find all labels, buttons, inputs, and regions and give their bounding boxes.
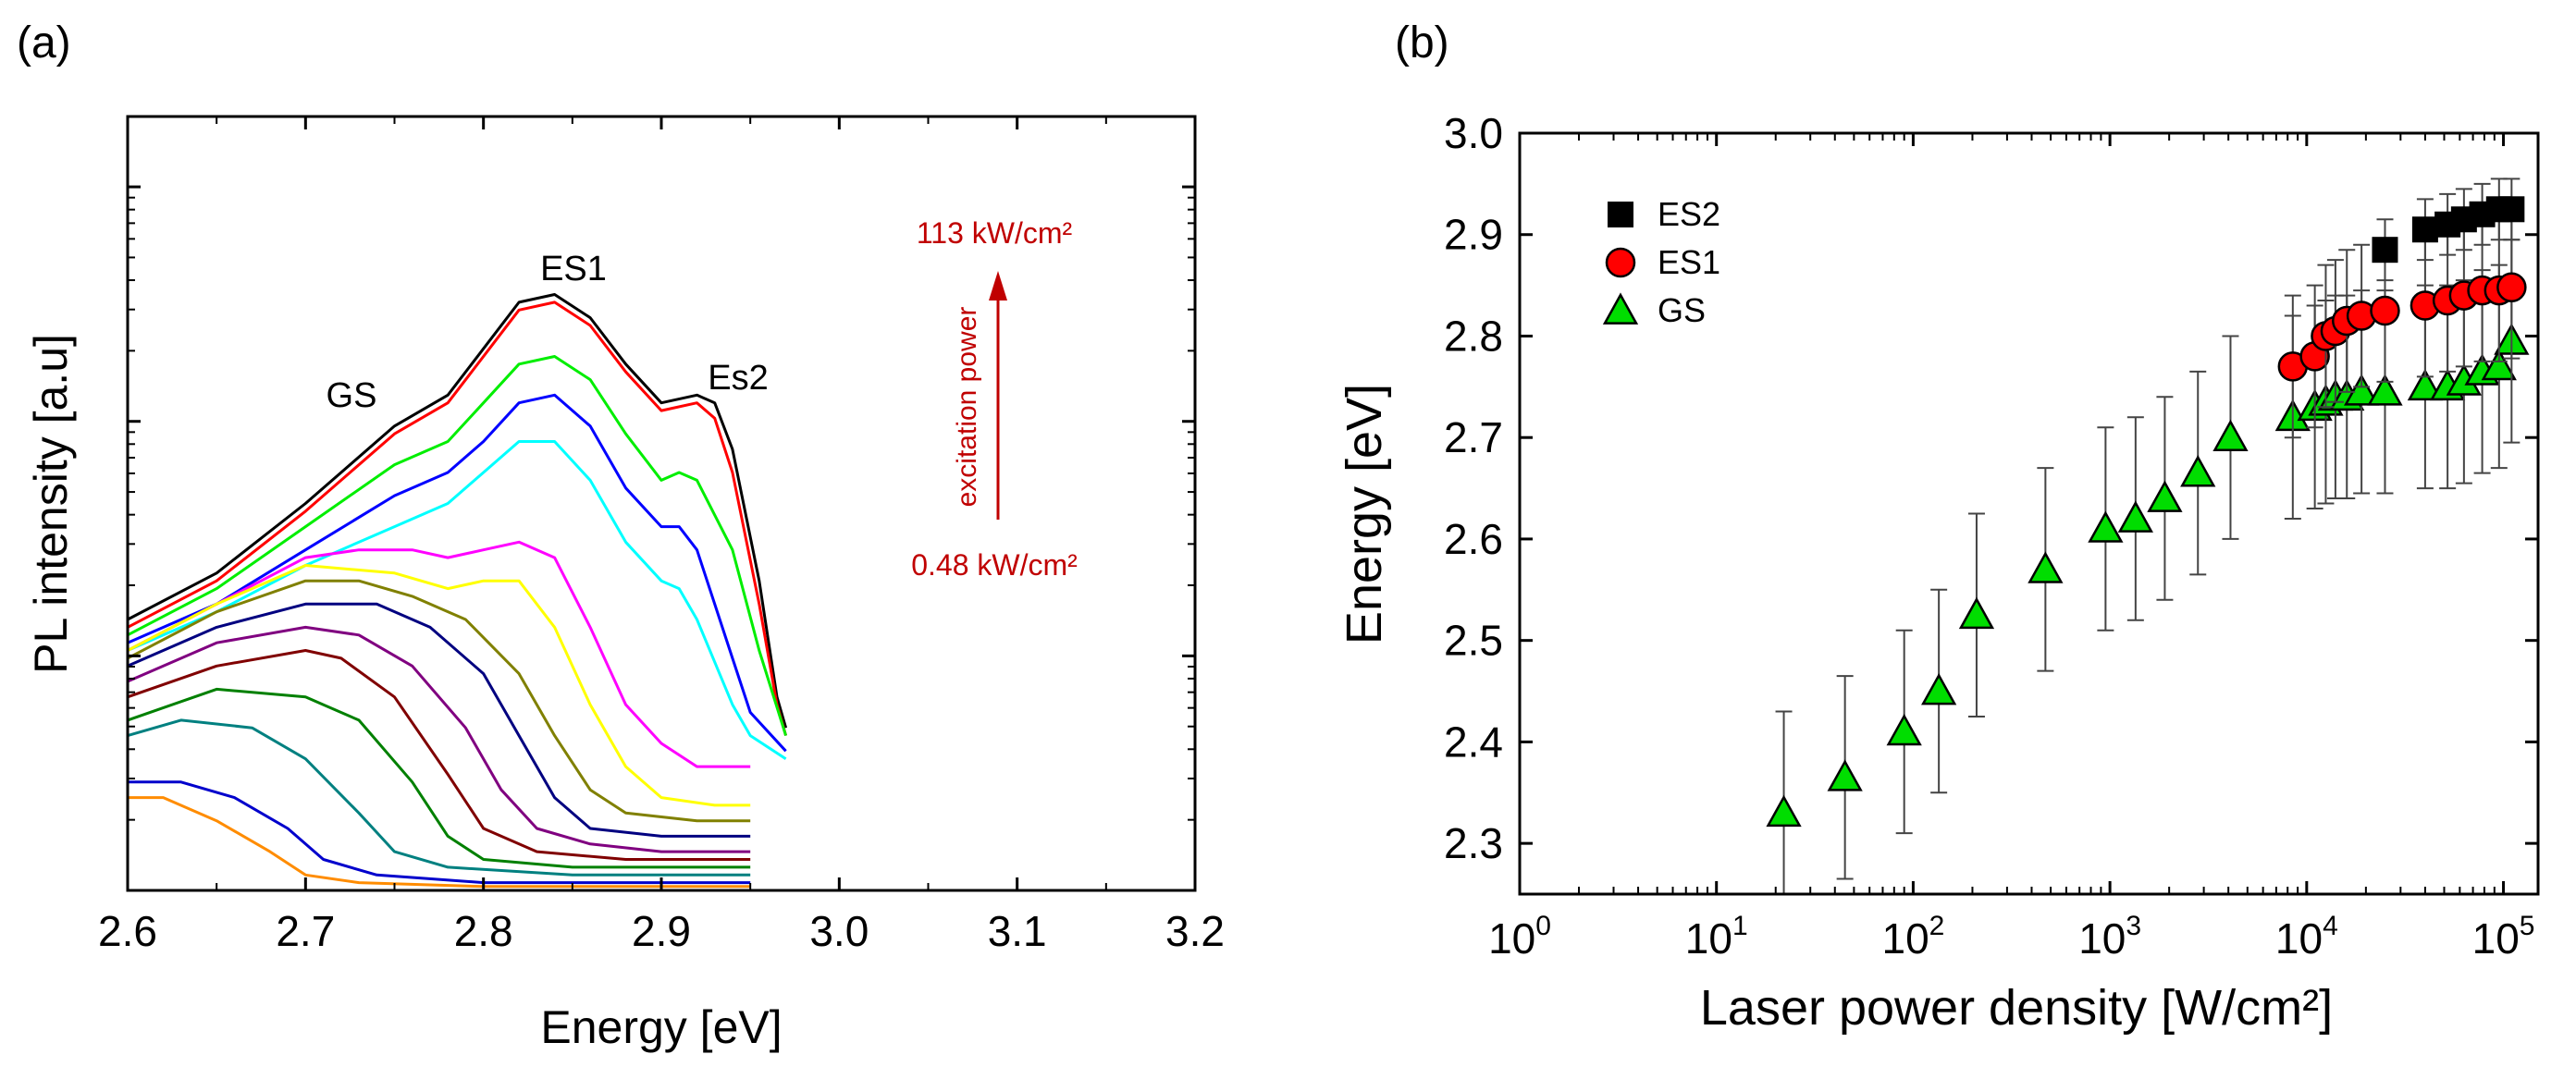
legend-label-gs: GS xyxy=(1658,291,1706,329)
x-tick-label-a: 3.1 xyxy=(988,907,1047,955)
annotation-gs: GS xyxy=(327,376,377,415)
data-point-es2 xyxy=(2411,216,2438,243)
data-point-gs xyxy=(2180,455,2216,487)
pl-curve-14 xyxy=(128,780,751,885)
data-point-gs xyxy=(1886,713,1922,746)
pl-curve-6 xyxy=(127,540,751,768)
pl-curve-12 xyxy=(127,687,751,869)
y-tick-label-b: 2.8 xyxy=(1444,312,1503,360)
pl-curve-2 xyxy=(127,300,788,737)
legend-marker-es2 xyxy=(1608,202,1633,227)
data-point-gs xyxy=(2481,348,2517,381)
pl-curve-10 xyxy=(127,625,751,853)
data-point-es1 xyxy=(2496,272,2527,303)
annotation-excitation-power: excitation power xyxy=(952,307,982,508)
data-point-gs xyxy=(1827,759,1863,791)
x-tick-label-b: 102 xyxy=(1881,911,1944,963)
y-tick-label-b: 2.4 xyxy=(1444,717,1503,766)
x-tick-label-b: 101 xyxy=(1685,911,1748,963)
x-tick-label-b: 105 xyxy=(2472,911,2535,963)
pl-curve-1 xyxy=(127,293,788,729)
x-tick-label-b: 100 xyxy=(1488,911,1551,963)
x-axis-label-a: Energy [eV] xyxy=(540,1001,782,1053)
y-tick-label-b: 3.0 xyxy=(1444,109,1503,157)
data-point-gs xyxy=(2212,419,2249,452)
data-point-gs xyxy=(2407,368,2444,401)
series-es2 xyxy=(2372,178,2525,282)
x-tick-label-a: 2.8 xyxy=(454,907,513,955)
x-tick-label-a: 2.6 xyxy=(98,907,157,955)
legend-label-es1: ES1 xyxy=(1658,243,1720,281)
x-axis-b: 100 101 102 103 104 105 xyxy=(1488,133,2534,963)
data-point-gs xyxy=(1958,596,1995,630)
x-tick-label-a: 3.2 xyxy=(1165,907,1225,955)
data-point-gs xyxy=(2117,500,2153,533)
x-tick-label-a: 2.7 xyxy=(276,907,335,955)
data-point-gs xyxy=(2028,551,2064,583)
y-tick-label-b: 2.3 xyxy=(1444,819,1503,867)
data-point-gs xyxy=(2367,374,2403,406)
data-point-gs xyxy=(2088,510,2124,543)
pl-curve-15 xyxy=(128,796,751,889)
y-tick-label-b: 2.5 xyxy=(1444,617,1503,665)
x-tick-label-a: 2.9 xyxy=(632,907,691,955)
data-point-gs xyxy=(2147,480,2183,512)
annotation-high-power: 113 kW/cm² xyxy=(917,216,1073,250)
pl-spectra xyxy=(127,293,788,889)
annotation-es2: Es2 xyxy=(708,359,768,398)
x-axis-label-b: Laser power density [W/cm²] xyxy=(1700,980,2333,1036)
data-point-es2 xyxy=(2372,237,2398,264)
pl-curve-13 xyxy=(127,718,751,877)
pl-curve-4 xyxy=(127,393,787,753)
y-axis-b: 2.3 2.4 2.5 2.6 2.7 2.8 2.9 3.0 xyxy=(1444,109,2538,867)
y-axis-label-a: PL intensity [a.u] xyxy=(25,334,77,674)
y-axis-a xyxy=(128,185,1195,892)
legend-label-es2: ES2 xyxy=(1658,195,1720,233)
data-point-gs xyxy=(2344,374,2380,406)
legend-marker-gs xyxy=(1602,292,1639,325)
panel-a: (a) 2.6 2.7 2.8 2.9 3.0 3.1 3.2 Energy [eV] PL… xyxy=(17,18,1225,1053)
x-tick-label-a: 3.0 xyxy=(809,907,869,955)
pl-curve-8 xyxy=(127,579,751,823)
y-tick-label-b: 2.9 xyxy=(1444,211,1503,259)
y-axis-label-b: Energy [eV] xyxy=(1337,384,1392,644)
panel-b: (b) 100 101 102 103 104 105 2.32.42.52.62.72.… xyxy=(1337,18,2540,1036)
pl-curve-9 xyxy=(127,602,751,838)
pl-curve-3 xyxy=(127,355,788,737)
x-tick-label-b: 104 xyxy=(2275,911,2338,963)
panel-label-b: (b) xyxy=(1395,18,1449,67)
excitation-arrow-head xyxy=(989,271,1007,300)
energy-scatter xyxy=(1766,178,2530,894)
plot-frame-b xyxy=(1518,131,2540,896)
pl-curve-11 xyxy=(127,649,751,861)
legend-b: ES2 ES1 GS xyxy=(1602,195,1720,329)
pl-curve-7 xyxy=(127,564,751,807)
data-point-gs xyxy=(1921,672,1957,705)
y-tick-label-b: 2.7 xyxy=(1444,413,1503,461)
panel-label-a: (a) xyxy=(17,18,71,67)
data-point-gs xyxy=(1766,794,1802,828)
y-tick-label-b: 2.6 xyxy=(1444,515,1503,563)
annotation-es1: ES1 xyxy=(540,250,607,288)
annotation-low-power: 0.48 kW/cm² xyxy=(911,548,1078,582)
data-point-es2 xyxy=(2498,196,2525,223)
legend-marker-es1 xyxy=(1605,247,1636,278)
data-point-es1 xyxy=(2370,295,2400,326)
pl-curve-5 xyxy=(127,440,787,760)
x-tick-label-b: 103 xyxy=(2078,911,2141,963)
x-axis-a: 2.6 2.7 2.8 2.9 3.0 3.1 3.2 xyxy=(98,117,1225,955)
